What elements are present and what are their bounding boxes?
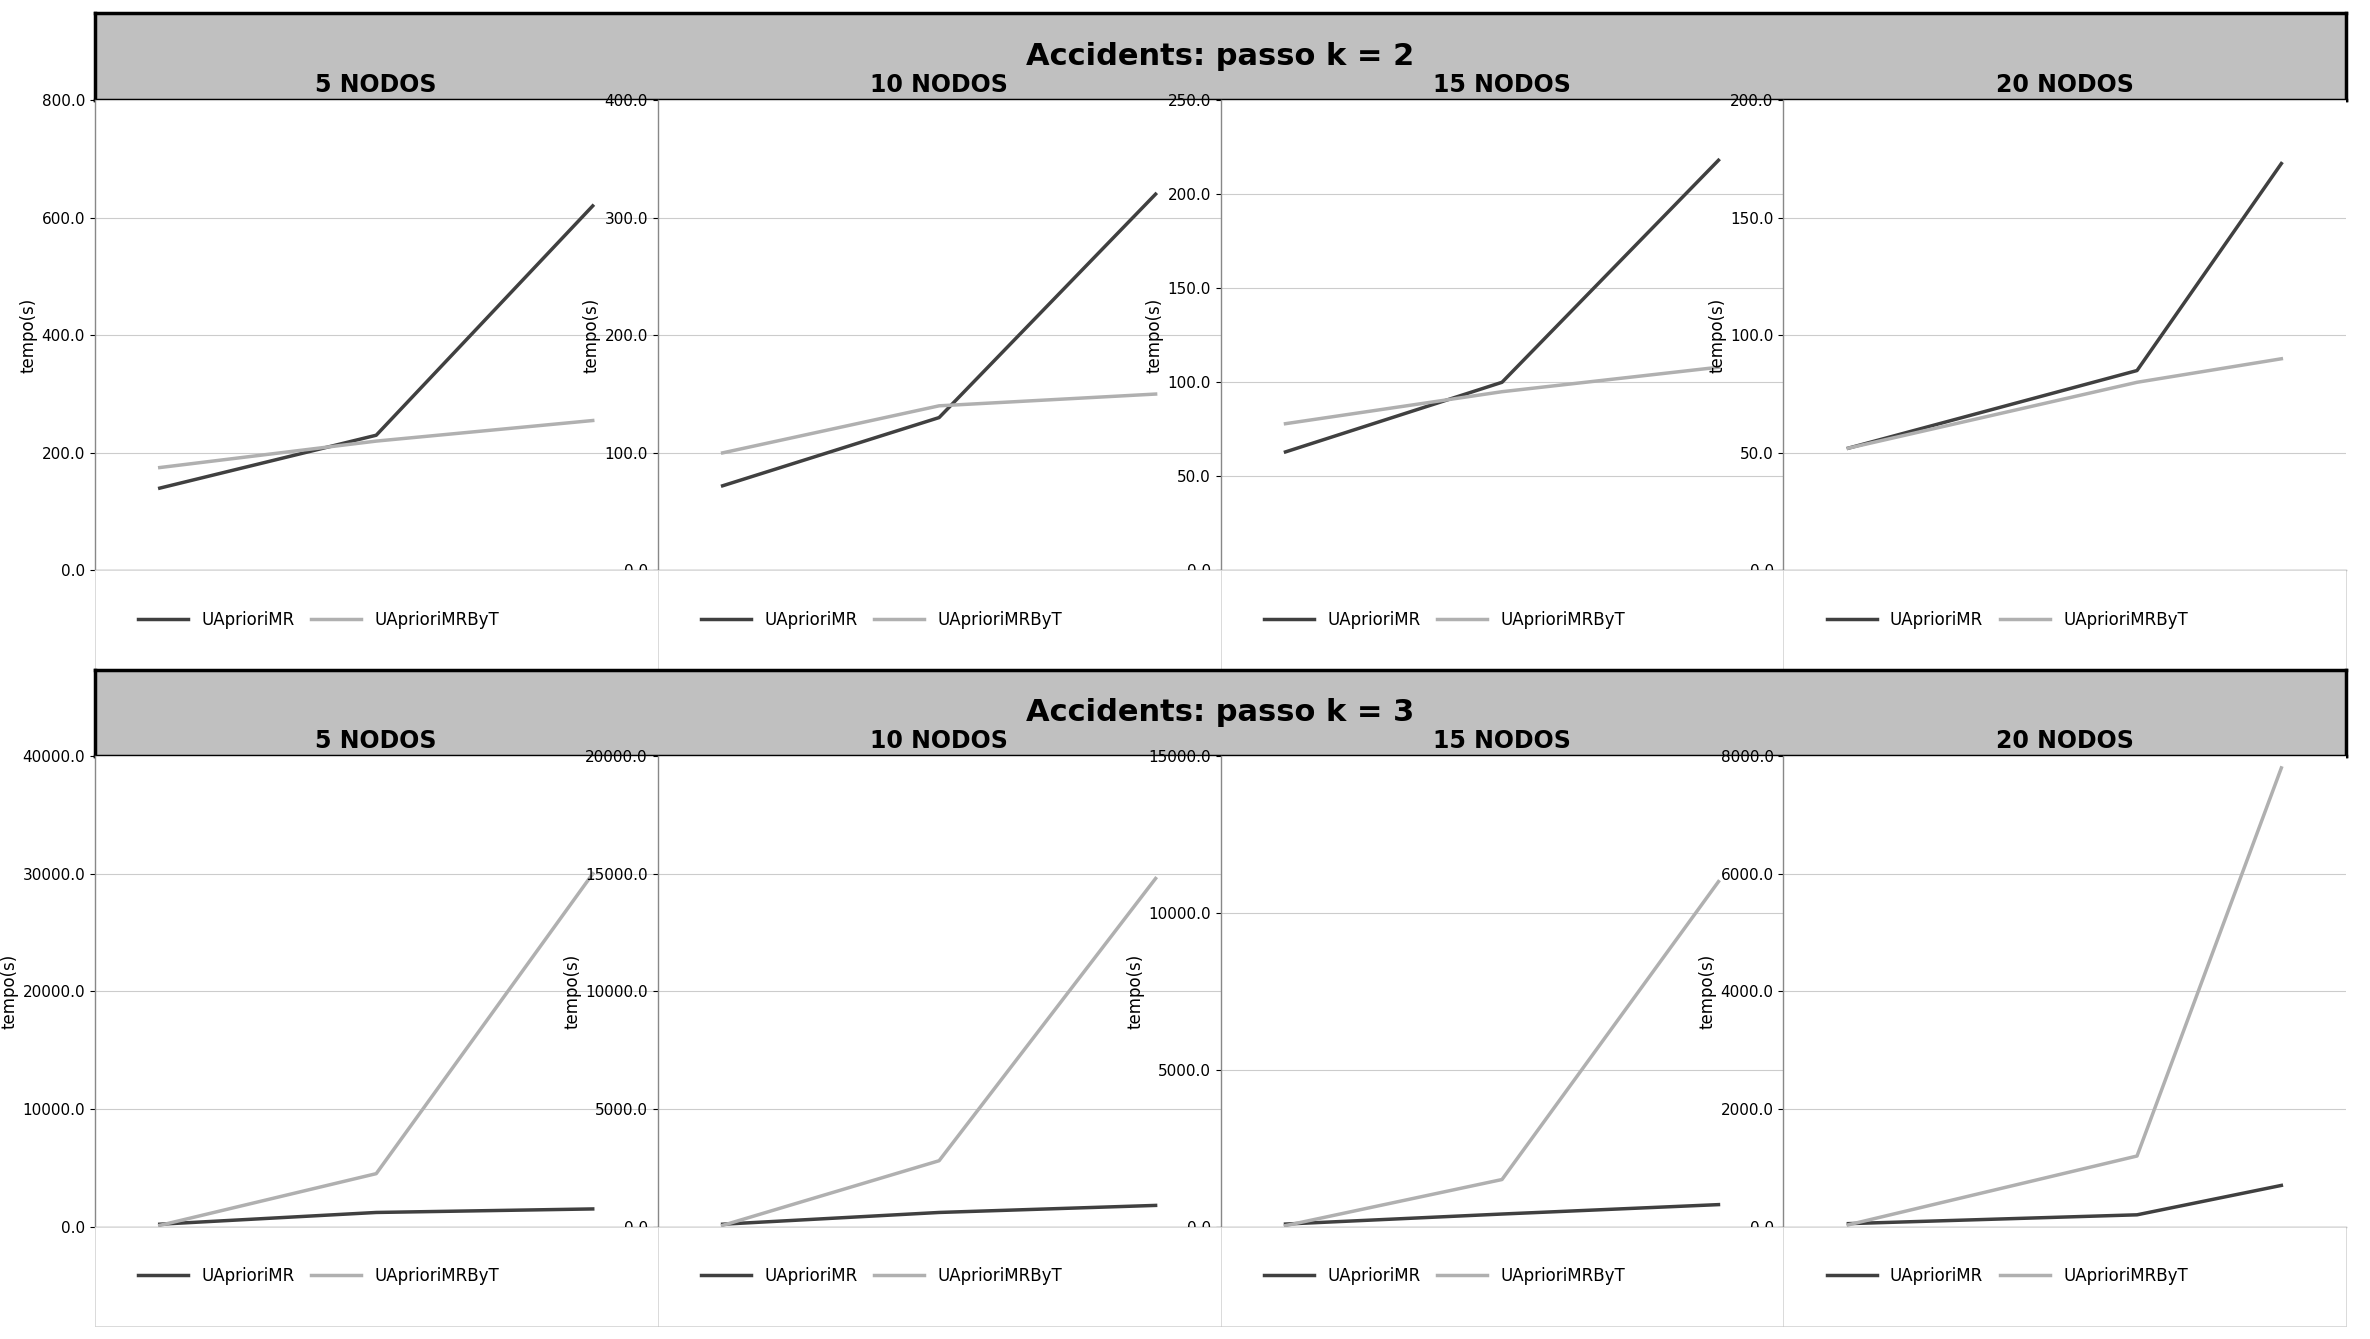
- Title: 10 NODOS: 10 NODOS: [870, 72, 1007, 96]
- Y-axis label: tempo(s): tempo(s): [1709, 297, 1725, 372]
- Title: 20 NODOS: 20 NODOS: [1996, 728, 2133, 753]
- X-axis label: minsupesp: minsupesp: [332, 1257, 422, 1275]
- X-axis label: minsupesp: minsupesp: [893, 1257, 984, 1275]
- X-axis label: minsupesp: minsupesp: [1458, 1257, 1548, 1275]
- Legend: UAprioriMR, UAprioriMRByT: UAprioriMR, UAprioriMRByT: [1256, 1260, 1631, 1292]
- X-axis label: minsupesp: minsupesp: [893, 601, 984, 619]
- X-axis label: minsupesp: minsupesp: [332, 601, 422, 619]
- Title: 20 NODOS: 20 NODOS: [1996, 72, 2133, 96]
- Legend: UAprioriMR, UAprioriMRByT: UAprioriMR, UAprioriMRByT: [694, 604, 1069, 636]
- Legend: UAprioriMR, UAprioriMRByT: UAprioriMR, UAprioriMRByT: [130, 1260, 505, 1292]
- Title: 15 NODOS: 15 NODOS: [1434, 72, 1571, 96]
- Y-axis label: tempo(s): tempo(s): [583, 297, 600, 372]
- Legend: UAprioriMR, UAprioriMRByT: UAprioriMR, UAprioriMRByT: [130, 604, 505, 636]
- X-axis label: minsupesp: minsupesp: [2019, 1257, 2109, 1275]
- Y-axis label: tempo(s): tempo(s): [0, 953, 19, 1028]
- Legend: UAprioriMR, UAprioriMRByT: UAprioriMR, UAprioriMRByT: [1820, 1260, 2195, 1292]
- Y-axis label: tempo(s): tempo(s): [1145, 297, 1164, 372]
- Title: 10 NODOS: 10 NODOS: [870, 728, 1007, 753]
- X-axis label: minsupesp: minsupesp: [1458, 601, 1548, 619]
- Title: 5 NODOS: 5 NODOS: [315, 72, 436, 96]
- Text: Accidents: passo k = 2: Accidents: passo k = 2: [1026, 43, 1415, 71]
- Title: 15 NODOS: 15 NODOS: [1434, 728, 1571, 753]
- Legend: UAprioriMR, UAprioriMRByT: UAprioriMR, UAprioriMRByT: [1820, 604, 2195, 636]
- Legend: UAprioriMR, UAprioriMRByT: UAprioriMR, UAprioriMRByT: [1256, 604, 1631, 636]
- X-axis label: minsupesp: minsupesp: [2019, 601, 2109, 619]
- Legend: UAprioriMR, UAprioriMRByT: UAprioriMR, UAprioriMRByT: [694, 1260, 1069, 1292]
- Y-axis label: tempo(s): tempo(s): [564, 953, 581, 1028]
- Y-axis label: tempo(s): tempo(s): [1699, 953, 1716, 1028]
- Y-axis label: tempo(s): tempo(s): [1126, 953, 1145, 1028]
- Title: 5 NODOS: 5 NODOS: [315, 728, 436, 753]
- Text: Accidents: passo k = 3: Accidents: passo k = 3: [1026, 699, 1415, 727]
- Y-axis label: tempo(s): tempo(s): [19, 297, 38, 372]
